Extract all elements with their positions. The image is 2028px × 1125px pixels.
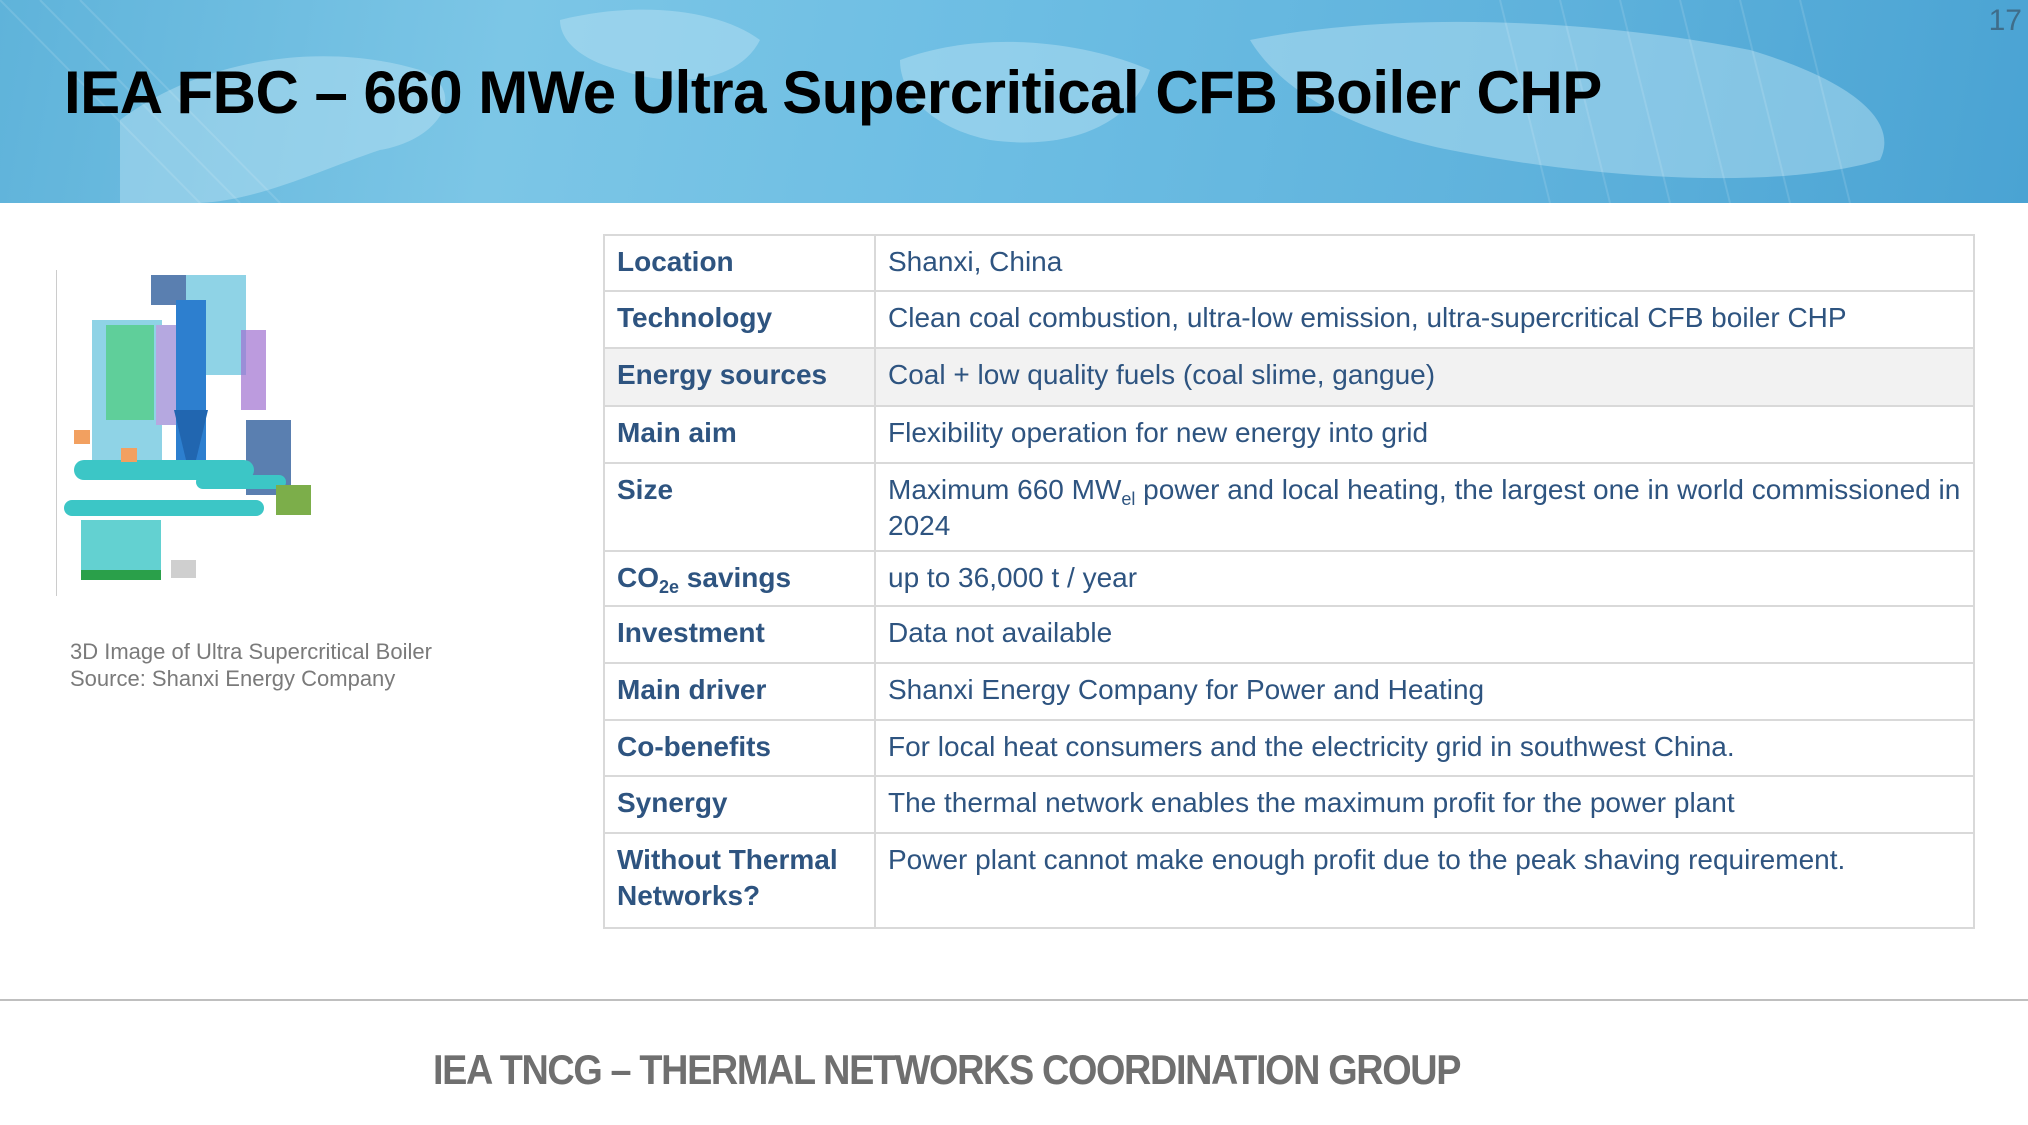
row-label: Energy sources	[603, 347, 876, 407]
row-label: Investment	[603, 605, 876, 664]
row-value: up to 36,000 t / year	[874, 550, 1975, 607]
row-value: Maximum 660 MWel power and local heating…	[874, 462, 1975, 552]
row-value: Power plant cannot make enough profit du…	[874, 832, 1975, 929]
label-text: CO	[617, 562, 659, 593]
row-value: Coal + low quality fuels (coal slime, ga…	[874, 347, 1975, 407]
footer-divider	[0, 999, 2028, 1001]
caption-title: 3D Image of Ultra Supercritical Boiler	[70, 639, 432, 664]
row-value: Clean coal combustion, ultra-low emissio…	[874, 290, 1975, 349]
project-info-table: Location Shanxi, China Technology Clean co…	[603, 234, 1975, 929]
row-value: For local heat consumers and the electri…	[874, 719, 1975, 777]
table-row: Main driver Shanxi Energy Company for Pow…	[603, 662, 1975, 721]
row-value: The thermal network enables the maximum …	[874, 775, 1975, 834]
row-value: Shanxi, China	[874, 234, 1975, 292]
row-label: Main driver	[603, 662, 876, 721]
row-label: Size	[603, 462, 876, 552]
table-row: Size Maximum 660 MWel power and local hea…	[603, 462, 1975, 552]
row-label: Without Thermal Networks?	[603, 832, 876, 929]
label-text: savings	[679, 562, 792, 593]
page-title: IEA FBC – 660 MWe Ultra Supercritical CF…	[64, 59, 1602, 126]
caption-source: Source: Shanxi Energy Company	[70, 666, 396, 691]
image-caption: 3D Image of Ultra Supercritical Boiler S…	[70, 638, 432, 692]
page-number: 17	[1988, 4, 2022, 37]
footer-text: IEA TNCG – THERMAL NETWORKS COORDINATION…	[433, 1046, 1461, 1093]
value-text: power and local heating, the largest one…	[888, 474, 1961, 541]
table-row: Investment Data not available	[603, 605, 1975, 664]
table-row: Energy sources Coal + low quality fuels (…	[603, 347, 1975, 407]
row-label: CO2e savings	[603, 550, 876, 607]
table-row: Technology Clean coal combustion, ultra-l…	[603, 290, 1975, 349]
row-value: Data not available	[874, 605, 1975, 664]
header-banner: IEA FBC – 660 MWe Ultra Supercritical CF…	[0, 0, 2028, 203]
row-label: Main aim	[603, 405, 876, 464]
table-row: Synergy The thermal network enables the m…	[603, 775, 1975, 834]
table-row: Co-benefits For local heat consumers and …	[603, 719, 1975, 777]
label-subscript: 2e	[659, 577, 680, 597]
row-value: Flexibility operation for new energy int…	[874, 405, 1975, 464]
table-row: CO2e savings up to 36,000 t / year	[603, 550, 1975, 607]
table-row: Main aim Flexibility operation for new en…	[603, 405, 1975, 464]
row-label: Location	[603, 234, 876, 292]
table-row: Without Thermal Networks? Power plant can…	[603, 832, 1975, 929]
value-subscript: el	[1121, 489, 1136, 509]
boiler-3d-image	[56, 270, 311, 596]
row-value: Shanxi Energy Company for Power and Heat…	[874, 662, 1975, 721]
world-map-background	[0, 0, 1885, 203]
row-label: Synergy	[603, 775, 876, 834]
row-label: Co-benefits	[603, 719, 876, 777]
table-row: Location Shanxi, China	[603, 234, 1975, 292]
value-text: Maximum 660 MW	[888, 474, 1122, 505]
row-label: Technology	[603, 290, 876, 349]
